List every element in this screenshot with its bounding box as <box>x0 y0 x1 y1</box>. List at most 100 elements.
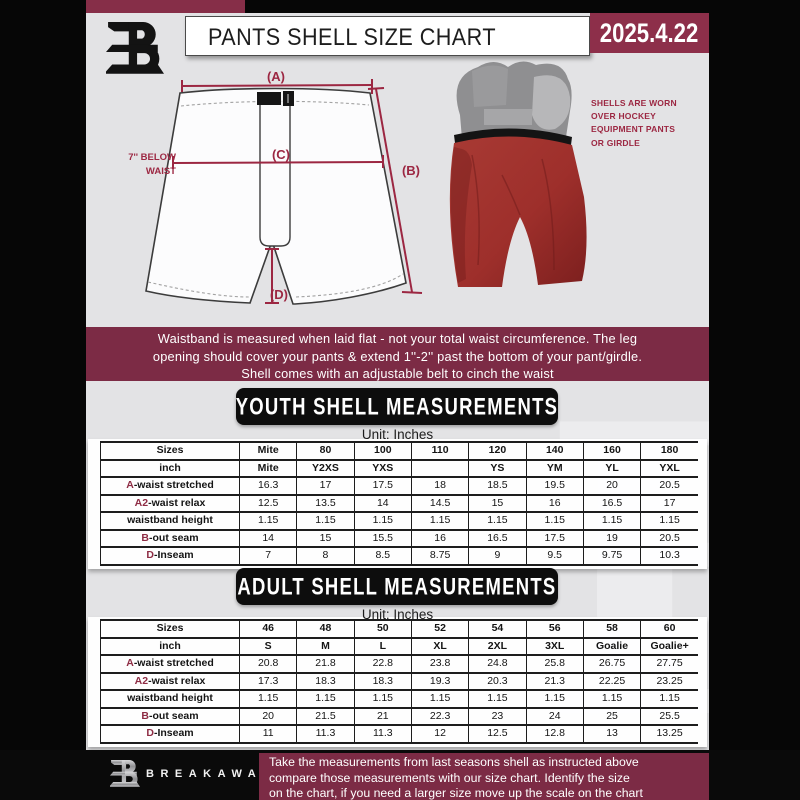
value-cell: 16.5 <box>582 493 641 512</box>
measure-label-a: (A) <box>266 69 286 84</box>
value-cell: 18.3 <box>296 671 355 690</box>
value-cell <box>410 458 469 477</box>
footer-note-line: Take the measurements from last seasons … <box>269 755 639 769</box>
value-cell: 13.5 <box>296 493 355 512</box>
row-label: B-out seam <box>100 706 240 725</box>
value-cell: 1.15 <box>238 511 297 530</box>
info-banner: Waistband is measured when laid flat - n… <box>86 327 709 381</box>
value-cell: 19.3 <box>410 671 469 690</box>
row-label: B-out seam <box>100 528 240 547</box>
value-cell: 160 <box>582 441 641 460</box>
value-cell: 180 <box>640 441 698 460</box>
value-cell: 18.5 <box>468 476 527 495</box>
row-label: A2-waist relax <box>100 671 240 690</box>
row-label: Sizes <box>100 619 240 638</box>
value-cell: 48 <box>296 619 355 638</box>
value-cell: 54 <box>468 619 527 638</box>
value-cell: YL <box>582 458 641 477</box>
value-cell: 23.8 <box>410 654 469 673</box>
value-cell: 3XL <box>525 636 584 655</box>
table-row: A2-waist relax 17.3 18.3 18.3 19.3 20.3 21.3 22… <box>100 671 698 690</box>
value-cell: 9 <box>468 546 527 566</box>
info-banner-line: opening should cover your pants & extend… <box>152 348 643 364</box>
value-cell: Mite <box>238 458 297 477</box>
row-label: Sizes <box>100 441 240 460</box>
measure-label-d: (D) <box>269 287 289 302</box>
value-cell: 1.15 <box>468 689 527 708</box>
value-cell: 110 <box>410 441 469 460</box>
value-cell: 21.8 <box>296 654 355 673</box>
measure-letter: D <box>146 727 154 740</box>
value-cell: 46 <box>238 619 297 638</box>
value-cell: 17.5 <box>353 476 412 495</box>
value-cell: M <box>296 636 355 655</box>
below-waist-note: 7'' BELOW WAIST <box>128 152 176 177</box>
info-banner-line: Waistband is measured when laid flat - n… <box>157 331 638 346</box>
value-cell: 22.8 <box>353 654 412 673</box>
measure-letter: B <box>141 709 149 722</box>
breakaway-b-logo-icon <box>106 22 164 74</box>
table-row: D-Inseam 7 8 8.5 8.75 9 9.5 9.75 10.3 <box>100 546 698 566</box>
measure-label-b: (B) <box>401 163 421 178</box>
value-cell: 1.15 <box>410 689 469 708</box>
value-cell: 1.15 <box>296 689 355 708</box>
value-cell: 12.8 <box>525 724 584 744</box>
page: B PANTS SHELL SIZE CHART 2025.4.22 <box>86 13 709 750</box>
table-row: D-Inseam 11 11.3 11.3 12 12.5 12.8 13 13.25 <box>100 724 698 744</box>
measure-letter: A <box>126 657 134 670</box>
value-cell: 14 <box>353 493 412 512</box>
footer-note-line: compare those measurements with our size… <box>269 770 630 785</box>
value-cell: 20.5 <box>640 528 698 547</box>
value-cell: 1.15 <box>525 511 584 530</box>
table-row: A-waist stretched 16.3 17 17.5 18 18.5 19.5 20 2… <box>100 476 698 495</box>
adult-section-badge: ADULT SHELL MEASUREMENTS <box>236 568 558 605</box>
value-cell: 1.15 <box>582 689 641 708</box>
value-cell: Y2XS <box>296 458 355 477</box>
value-cell: 20.8 <box>238 654 297 673</box>
youth-unit-label: Unit: Inches <box>361 427 434 442</box>
value-cell: YXL <box>640 458 698 477</box>
value-cell: Goalie+ <box>640 636 698 655</box>
date-box: 2025.4.22 <box>590 13 709 53</box>
value-cell: 25.5 <box>640 706 698 725</box>
youth-section-badge: YOUTH SHELL MEASUREMENTS <box>236 388 558 425</box>
adult-section-title: ADULT SHELL MEASUREMENTS <box>237 572 557 600</box>
value-cell: YXS <box>353 458 412 477</box>
value-cell: 120 <box>468 441 527 460</box>
top-maroon-strip <box>86 0 245 13</box>
value-cell: 15 <box>296 528 355 547</box>
value-cell: 12.5 <box>468 724 527 744</box>
measure-letter: B <box>141 531 149 544</box>
row-label: A-waist stretched <box>100 476 240 495</box>
value-cell: 25.8 <box>525 654 584 673</box>
photo-note: SHELLS ARE WORN OVER HOCKEY EQUIPMENT PA… <box>591 97 691 150</box>
value-cell: 19.5 <box>525 476 584 495</box>
shorts-measurement-diagram <box>145 79 423 305</box>
footer-note-line: on the chart, if you need a larger size … <box>269 786 643 800</box>
table-row: inch Mite Y2XS YXS YS YM YL YXL <box>100 458 698 477</box>
footer-note: Take the measurements from last seasons … <box>259 753 709 800</box>
value-cell: 8.75 <box>410 546 469 566</box>
table-row: Sizes 46 48 50 52 54 56 58 60 <box>100 619 698 638</box>
value-cell: 1.15 <box>468 511 527 530</box>
row-label: D-Inseam <box>100 546 240 566</box>
table-row: waistband height 1.15 1.15 1.15 1.15 1.15 1.15… <box>100 689 698 708</box>
value-cell: S <box>238 636 297 655</box>
value-cell: 17.5 <box>525 528 584 547</box>
value-cell: 1.15 <box>582 511 641 530</box>
measure-letter: A2 <box>134 674 149 687</box>
value-cell: 8 <box>296 546 355 566</box>
value-cell: 1.15 <box>640 511 698 530</box>
page-title: PANTS SHELL SIZE CHART <box>208 24 496 51</box>
value-cell: 1.15 <box>640 689 698 708</box>
value-cell: 19 <box>582 528 641 547</box>
value-cell: 52 <box>410 619 469 638</box>
value-cell: 9.5 <box>525 546 584 566</box>
table-row: inch S M L XL 2XL 3XL Goalie Goalie+ <box>100 636 698 655</box>
value-cell: 17 <box>296 476 355 495</box>
value-cell: YM <box>525 458 584 477</box>
belt-icon <box>257 92 281 105</box>
value-cell: 10.3 <box>640 546 698 566</box>
table-row: waistband height 1.15 1.15 1.15 1.15 1.15 1.15… <box>100 511 698 530</box>
youth-table: Sizes Mite 80 100 110 120 140 160 180 inch Mite Y2X… <box>100 441 698 566</box>
